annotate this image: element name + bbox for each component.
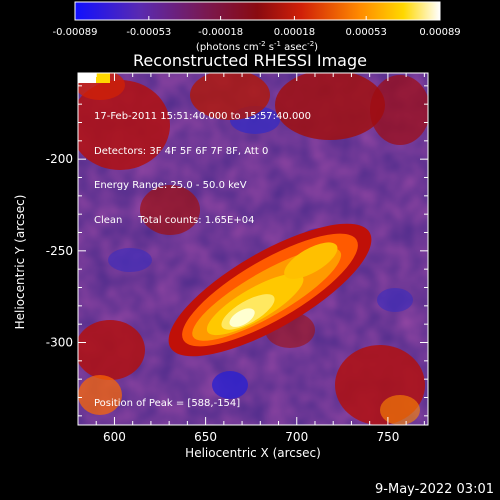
peak-position-text: Position of Peak = [588,-154] [94, 398, 241, 409]
footer-timestamp: 9-May-2022 03:01 [375, 482, 494, 497]
plot-frame [77, 72, 429, 426]
plot-title: Reconstructed RHESSI Image [133, 51, 367, 70]
heatmap-image [78, 73, 428, 425]
colorbar-unit-label: (photons cm-2 s-1 asec-2) [196, 40, 318, 53]
x-tick-label: 650 [194, 430, 217, 444]
time-range-text: 17-Feb-2011 15:51:40.000 to 15:57:40.000 [94, 111, 312, 122]
x-tick-label: 700 [285, 430, 308, 444]
y-tick-label: -300 [46, 336, 73, 350]
x-tick-label: 750 [376, 430, 399, 444]
detectors-text: Detectors: 3F 4F 5F 6F 7F 8F, Att 0 [94, 145, 269, 157]
colorbar-tick-label: 0.00018 [274, 27, 315, 38]
y-axis-label: Heliocentric Y (arcsec) [13, 194, 27, 330]
x-tick-label: 600 [103, 430, 126, 444]
clean-counts-text: Clean Total counts: 1.65E+04 [94, 214, 255, 226]
info-annotation: 17-Feb-2011 15:51:40.000 to 15:57:40.000… [94, 88, 311, 238]
colorbar-tick-label: -0.00053 [126, 27, 171, 38]
colorbar [74, 1, 441, 21]
energy-range-text: Energy Range: 25.0 - 50.0 keV [94, 180, 247, 191]
colorbar-tick-label: -0.00018 [198, 27, 243, 38]
colorbar-tick-label: 0.00089 [419, 27, 460, 38]
x-axis-label: Heliocentric X (arcsec) [185, 446, 321, 460]
y-tick-label: -200 [46, 152, 73, 166]
colorbar-tick-label: -0.00089 [53, 27, 98, 38]
colorbar-panel: -0.00089 -0.00053 -0.00018 0.00018 0.00053 0.… [53, 1, 461, 53]
colorbar-tick-label: 0.00053 [346, 27, 387, 38]
y-tick-label: -250 [46, 244, 73, 258]
